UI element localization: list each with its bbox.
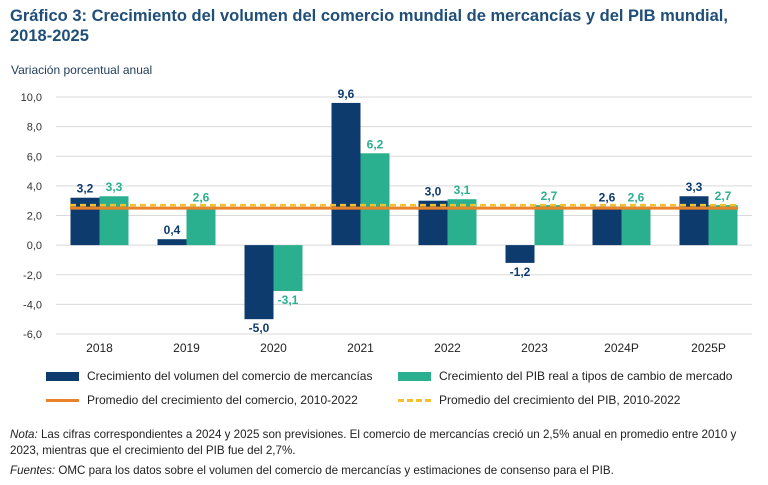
x-tick-label: 2018 [86, 341, 113, 355]
x-tick-label: 2023 [521, 341, 548, 355]
y-tick-label: -4,0 [23, 299, 42, 311]
legend-item-trade-average: Promedio del crecimiento del comercio, 2… [46, 393, 358, 407]
data-label: -5,0 [249, 321, 270, 335]
data-label: -1,2 [510, 265, 531, 279]
y-tick-label: 10,0 [21, 92, 42, 104]
bar-gdp [360, 153, 390, 246]
legend-item-trade: Crecimiento del volumen del comercio de … [46, 369, 372, 383]
legend-item-gdp: Crecimiento del PIB real a tipos de camb… [398, 369, 732, 383]
bar-trade [157, 239, 187, 246]
chart-title: Gráfico 3: Crecimiento del volumen del c… [10, 7, 728, 45]
data-label: 2,6 [193, 191, 210, 205]
data-label: 6,2 [367, 137, 384, 151]
bar-gdp [273, 245, 303, 292]
legend-swatch-gdp-average [398, 398, 431, 402]
data-label: 3,3 [106, 180, 123, 194]
data-label: 3,3 [686, 180, 703, 194]
legend-label-trade: Crecimiento del volumen del comercio de … [87, 369, 373, 383]
data-label: 2,6 [599, 191, 616, 205]
x-tick-label: 2022 [434, 341, 461, 355]
data-label: 3,2 [77, 182, 94, 196]
bar-trade [679, 196, 709, 246]
data-label: 2,7 [715, 189, 732, 203]
bar-trade [331, 102, 361, 246]
y-axis-label: Variación porcentual anual [11, 63, 153, 77]
note-text: Las cifras correspondientes a 2024 y 202… [10, 428, 737, 457]
y-tick-label: 0,0 [27, 240, 42, 252]
bar-chart: 10,0 8,0 6,0 4,0 2,0 0,0 -2,0 -4,0 -6,0 3,2 3,3 201… [21, 87, 752, 355]
bar-gdp [99, 196, 129, 246]
x-tick-label: 2021 [347, 341, 374, 355]
data-label: 3,1 [454, 183, 471, 197]
bar-gdp [534, 205, 564, 246]
bar-trade [592, 206, 622, 246]
x-tick-label: 2025P [691, 341, 726, 355]
y-tick-label: -6,0 [23, 329, 42, 341]
chart-sources: Fuentes: OMC para los datos sobre el vol… [10, 463, 760, 479]
data-label: 2,7 [541, 189, 558, 203]
sources-label: Fuentes: [10, 464, 56, 477]
chart-note: Nota: Las cifras correspondientes a 2024… [10, 427, 760, 458]
legend-item-gdp-average: Promedio del crecimiento del PIB, 2010-2… [398, 393, 680, 407]
y-tick-label: 4,0 [27, 181, 42, 193]
y-tick-label: -2,0 [23, 270, 42, 282]
legend-label-gdp-average: Promedio del crecimiento del PIB, 2010-2… [439, 393, 681, 407]
data-label: 0,4 [164, 223, 181, 237]
x-tick-label: 2024P [604, 341, 639, 355]
data-label: 2,6 [628, 191, 645, 205]
data-label: 3,0 [425, 185, 442, 199]
bar-gdp [621, 206, 651, 246]
y-tick-label: 6,0 [27, 151, 42, 163]
note-label: Nota: [10, 428, 38, 441]
data-label: -3,1 [278, 293, 299, 307]
bar-trade [505, 245, 535, 263]
bar-trade [244, 245, 274, 320]
sources-text: OMC para los datos sobre el volumen del … [55, 464, 614, 477]
legend-swatch-trade [46, 371, 79, 381]
legend-label-trade-average: Promedio del crecimiento del comercio, 2… [87, 393, 358, 407]
y-tick-label: 8,0 [27, 122, 42, 134]
x-tick-label: 2020 [260, 341, 287, 355]
data-label: 9,6 [338, 87, 355, 101]
bar-gdp [186, 206, 216, 246]
bar-gdp [708, 205, 738, 246]
legend: Crecimiento del volumen del comercio de … [46, 369, 766, 409]
y-tick-label: 2,0 [27, 211, 42, 223]
legend-swatch-trade-average [46, 398, 79, 402]
legend-label-gdp: Crecimiento del PIB real a tipos de camb… [439, 369, 733, 383]
legend-swatch-gdp [398, 371, 431, 381]
x-tick-label: 2019 [173, 341, 200, 355]
